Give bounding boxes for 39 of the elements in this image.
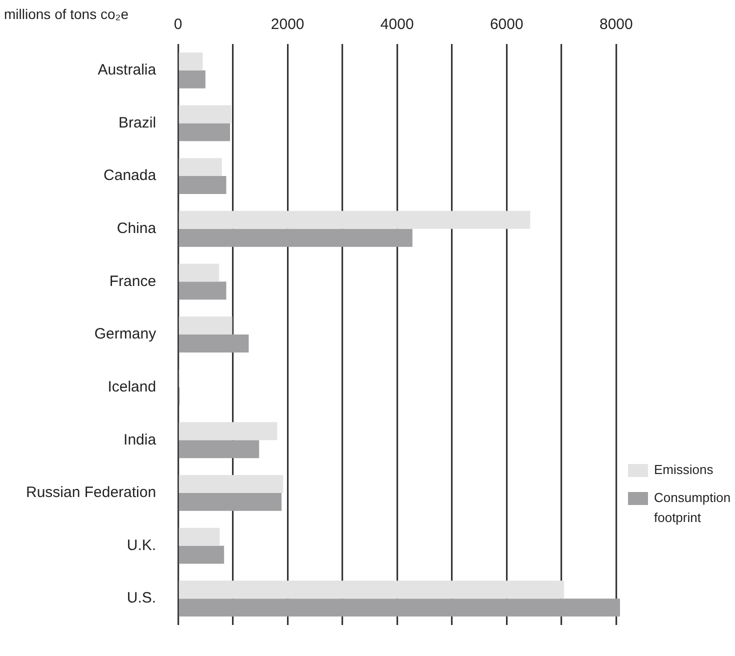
bar: [178, 580, 564, 599]
y-tick-label: Brazil: [118, 114, 156, 132]
bar: [178, 158, 222, 176]
bar: [178, 528, 220, 546]
x-tick-label: 8000: [599, 16, 633, 34]
bar: [178, 123, 230, 142]
bar: [178, 70, 206, 88]
bar: [178, 52, 203, 70]
bar: [178, 334, 249, 352]
y-tick-label: France: [109, 272, 156, 290]
legend-label: Consumption footprint: [654, 489, 732, 527]
y-tick-label: Germany: [94, 326, 157, 343]
x-tick-label: 6000: [490, 16, 524, 34]
bar: [178, 474, 284, 493]
bar: [178, 316, 232, 334]
y-tick-label: Russian Federation: [26, 484, 156, 502]
bar: [178, 598, 620, 617]
x-tick-label: 0: [174, 16, 182, 34]
bar: [178, 440, 260, 458]
bar: [178, 105, 232, 124]
bar: [178, 176, 226, 194]
y-tick-label: China: [116, 220, 157, 238]
bar: [178, 422, 278, 440]
bar: [178, 228, 412, 247]
bar: [178, 282, 226, 300]
x-axis-title: millions of tons co₂e: [4, 6, 128, 22]
y-tick-label: Iceland: [108, 378, 156, 396]
bar: [178, 210, 530, 229]
x-tick-label: 4000: [380, 16, 414, 34]
y-tick-label: U.K.: [126, 536, 156, 554]
x-tick-label: 2000: [270, 16, 304, 34]
bar: [178, 492, 282, 511]
bar: [178, 264, 220, 282]
y-tick-label: U.S.: [126, 590, 156, 607]
y-tick-label: India: [124, 431, 157, 448]
legend-label: Emissions: [654, 461, 714, 479]
y-tick-label: Australia: [98, 62, 157, 79]
bar: [178, 546, 224, 564]
y-tick-label: Canada: [104, 167, 157, 184]
